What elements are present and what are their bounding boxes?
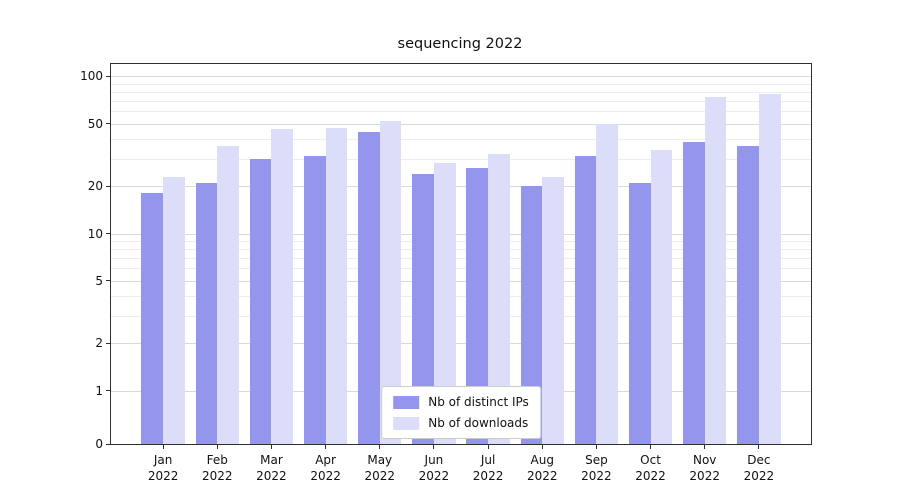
bar-downloads-mar xyxy=(271,129,294,444)
x-tick-label: Dec 2022 xyxy=(743,453,775,484)
x-tick-mark xyxy=(487,444,489,449)
x-tick-label: Nov 2022 xyxy=(689,453,720,484)
y-tick-mark xyxy=(106,280,111,282)
legend: Nb of distinct IPs Nb of downloads xyxy=(381,386,541,439)
x-tick-mark xyxy=(162,444,164,449)
minor-gridline xyxy=(111,83,811,85)
x-tick-mark xyxy=(433,444,435,449)
bar-downloads-sep xyxy=(596,123,619,444)
bar-downloads-nov xyxy=(704,96,727,444)
x-tick-mark xyxy=(270,444,272,449)
bar-distinct-ips-feb xyxy=(195,182,218,444)
y-tick-label: 1 xyxy=(95,383,103,398)
x-tick-label: Jan 2022 xyxy=(147,453,179,484)
x-tick-mark xyxy=(595,444,597,449)
bar-downloads-oct xyxy=(650,150,673,444)
bar-distinct-ips-nov xyxy=(683,142,705,444)
plot-area: Nb of distinct IPs Nb of downloads 0 1 2 5 1… xyxy=(80,63,812,483)
x-tick-label: Sep 2022 xyxy=(581,453,612,484)
y-tick-label: 0 xyxy=(95,437,103,451)
bar-distinct-ips-mar xyxy=(249,158,272,444)
x-tick-label: Oct 2022 xyxy=(635,453,666,484)
x-tick-label: Jul 2022 xyxy=(472,453,504,484)
x-tick-label: Mar 2022 xyxy=(256,453,287,484)
y-tick-label: 20 xyxy=(87,179,103,194)
x-tick-mark xyxy=(541,444,543,449)
legend-item-downloads: Nb of downloads xyxy=(393,416,529,430)
x-tick-mark xyxy=(216,444,218,449)
y-tick-mark xyxy=(106,342,111,344)
y-tick-label: 100 xyxy=(80,69,103,84)
y-tick-label: 2 xyxy=(95,336,103,351)
minor-gridline xyxy=(111,91,811,93)
bar-distinct-ips-jun xyxy=(412,173,434,444)
bar-downloads-feb xyxy=(217,146,239,444)
y-tick-label: 5 xyxy=(95,273,103,288)
x-tick-mark xyxy=(758,444,760,449)
chart-title: sequencing 2022 xyxy=(397,36,523,52)
bar-downloads-jan xyxy=(163,176,185,444)
legend-swatch-distinct-ips xyxy=(393,395,420,409)
bar-downloads-may xyxy=(379,121,402,444)
x-tick-label: Apr 2022 xyxy=(310,453,341,484)
y-tick-mark xyxy=(106,233,111,234)
x-tick-label: Feb 2022 xyxy=(202,453,233,484)
y-tick-mark xyxy=(106,390,111,392)
x-tick-label: Jun 2022 xyxy=(418,453,450,484)
bar-distinct-ips-aug xyxy=(520,186,543,444)
x-tick-mark xyxy=(325,444,327,449)
bar-downloads-jul xyxy=(488,154,510,444)
y-tick-label: 50 xyxy=(87,116,103,131)
y-tick-label: 10 xyxy=(87,226,103,241)
y-tick-mark xyxy=(106,123,111,125)
bar-distinct-ips-dec xyxy=(737,146,759,444)
bar-downloads-dec xyxy=(758,94,781,444)
major-gridline xyxy=(111,76,811,78)
x-tick-label: May 2022 xyxy=(364,453,396,484)
y-tick-mark xyxy=(106,185,111,187)
x-tick-mark xyxy=(379,444,381,449)
bar-distinct-ips-jan xyxy=(141,193,164,444)
x-tick-label: Aug 2022 xyxy=(526,453,558,484)
bar-downloads-aug xyxy=(542,176,564,444)
bar-distinct-ips-oct xyxy=(628,182,651,444)
bar-distinct-ips-apr xyxy=(303,156,326,444)
y-tick-mark xyxy=(106,443,111,445)
legend-label-downloads: Nb of downloads xyxy=(428,416,529,430)
x-tick-mark xyxy=(704,444,706,449)
legend-swatch-downloads xyxy=(393,416,420,430)
legend-item-distinct-ips: Nb of distinct IPs xyxy=(393,395,529,409)
bar-downloads-apr xyxy=(325,127,348,444)
x-tick-mark xyxy=(650,444,652,449)
bar-distinct-ips-may xyxy=(358,132,380,444)
bar-distinct-ips-jul xyxy=(466,168,489,444)
legend-label-distinct-ips: Nb of distinct IPs xyxy=(428,395,529,409)
bar-downloads-jun xyxy=(433,163,456,444)
y-tick-mark xyxy=(106,75,111,77)
bar-distinct-ips-sep xyxy=(574,156,597,444)
